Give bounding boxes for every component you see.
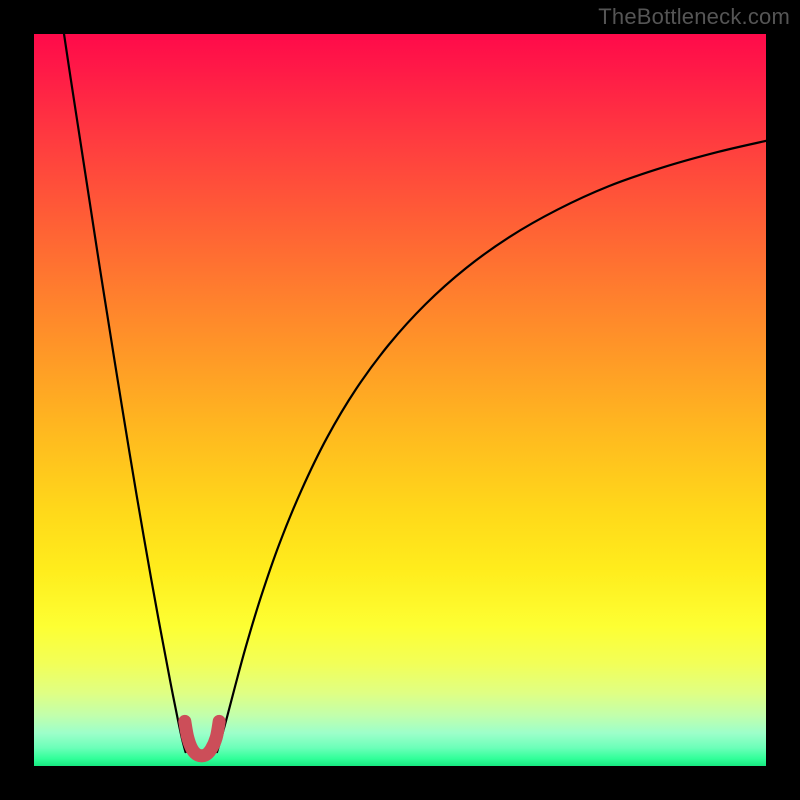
watermark-text: TheBottleneck.com xyxy=(598,4,790,30)
chart-container: TheBottleneck.com xyxy=(0,0,800,800)
plot-background xyxy=(34,34,766,766)
chart-svg xyxy=(0,0,800,800)
